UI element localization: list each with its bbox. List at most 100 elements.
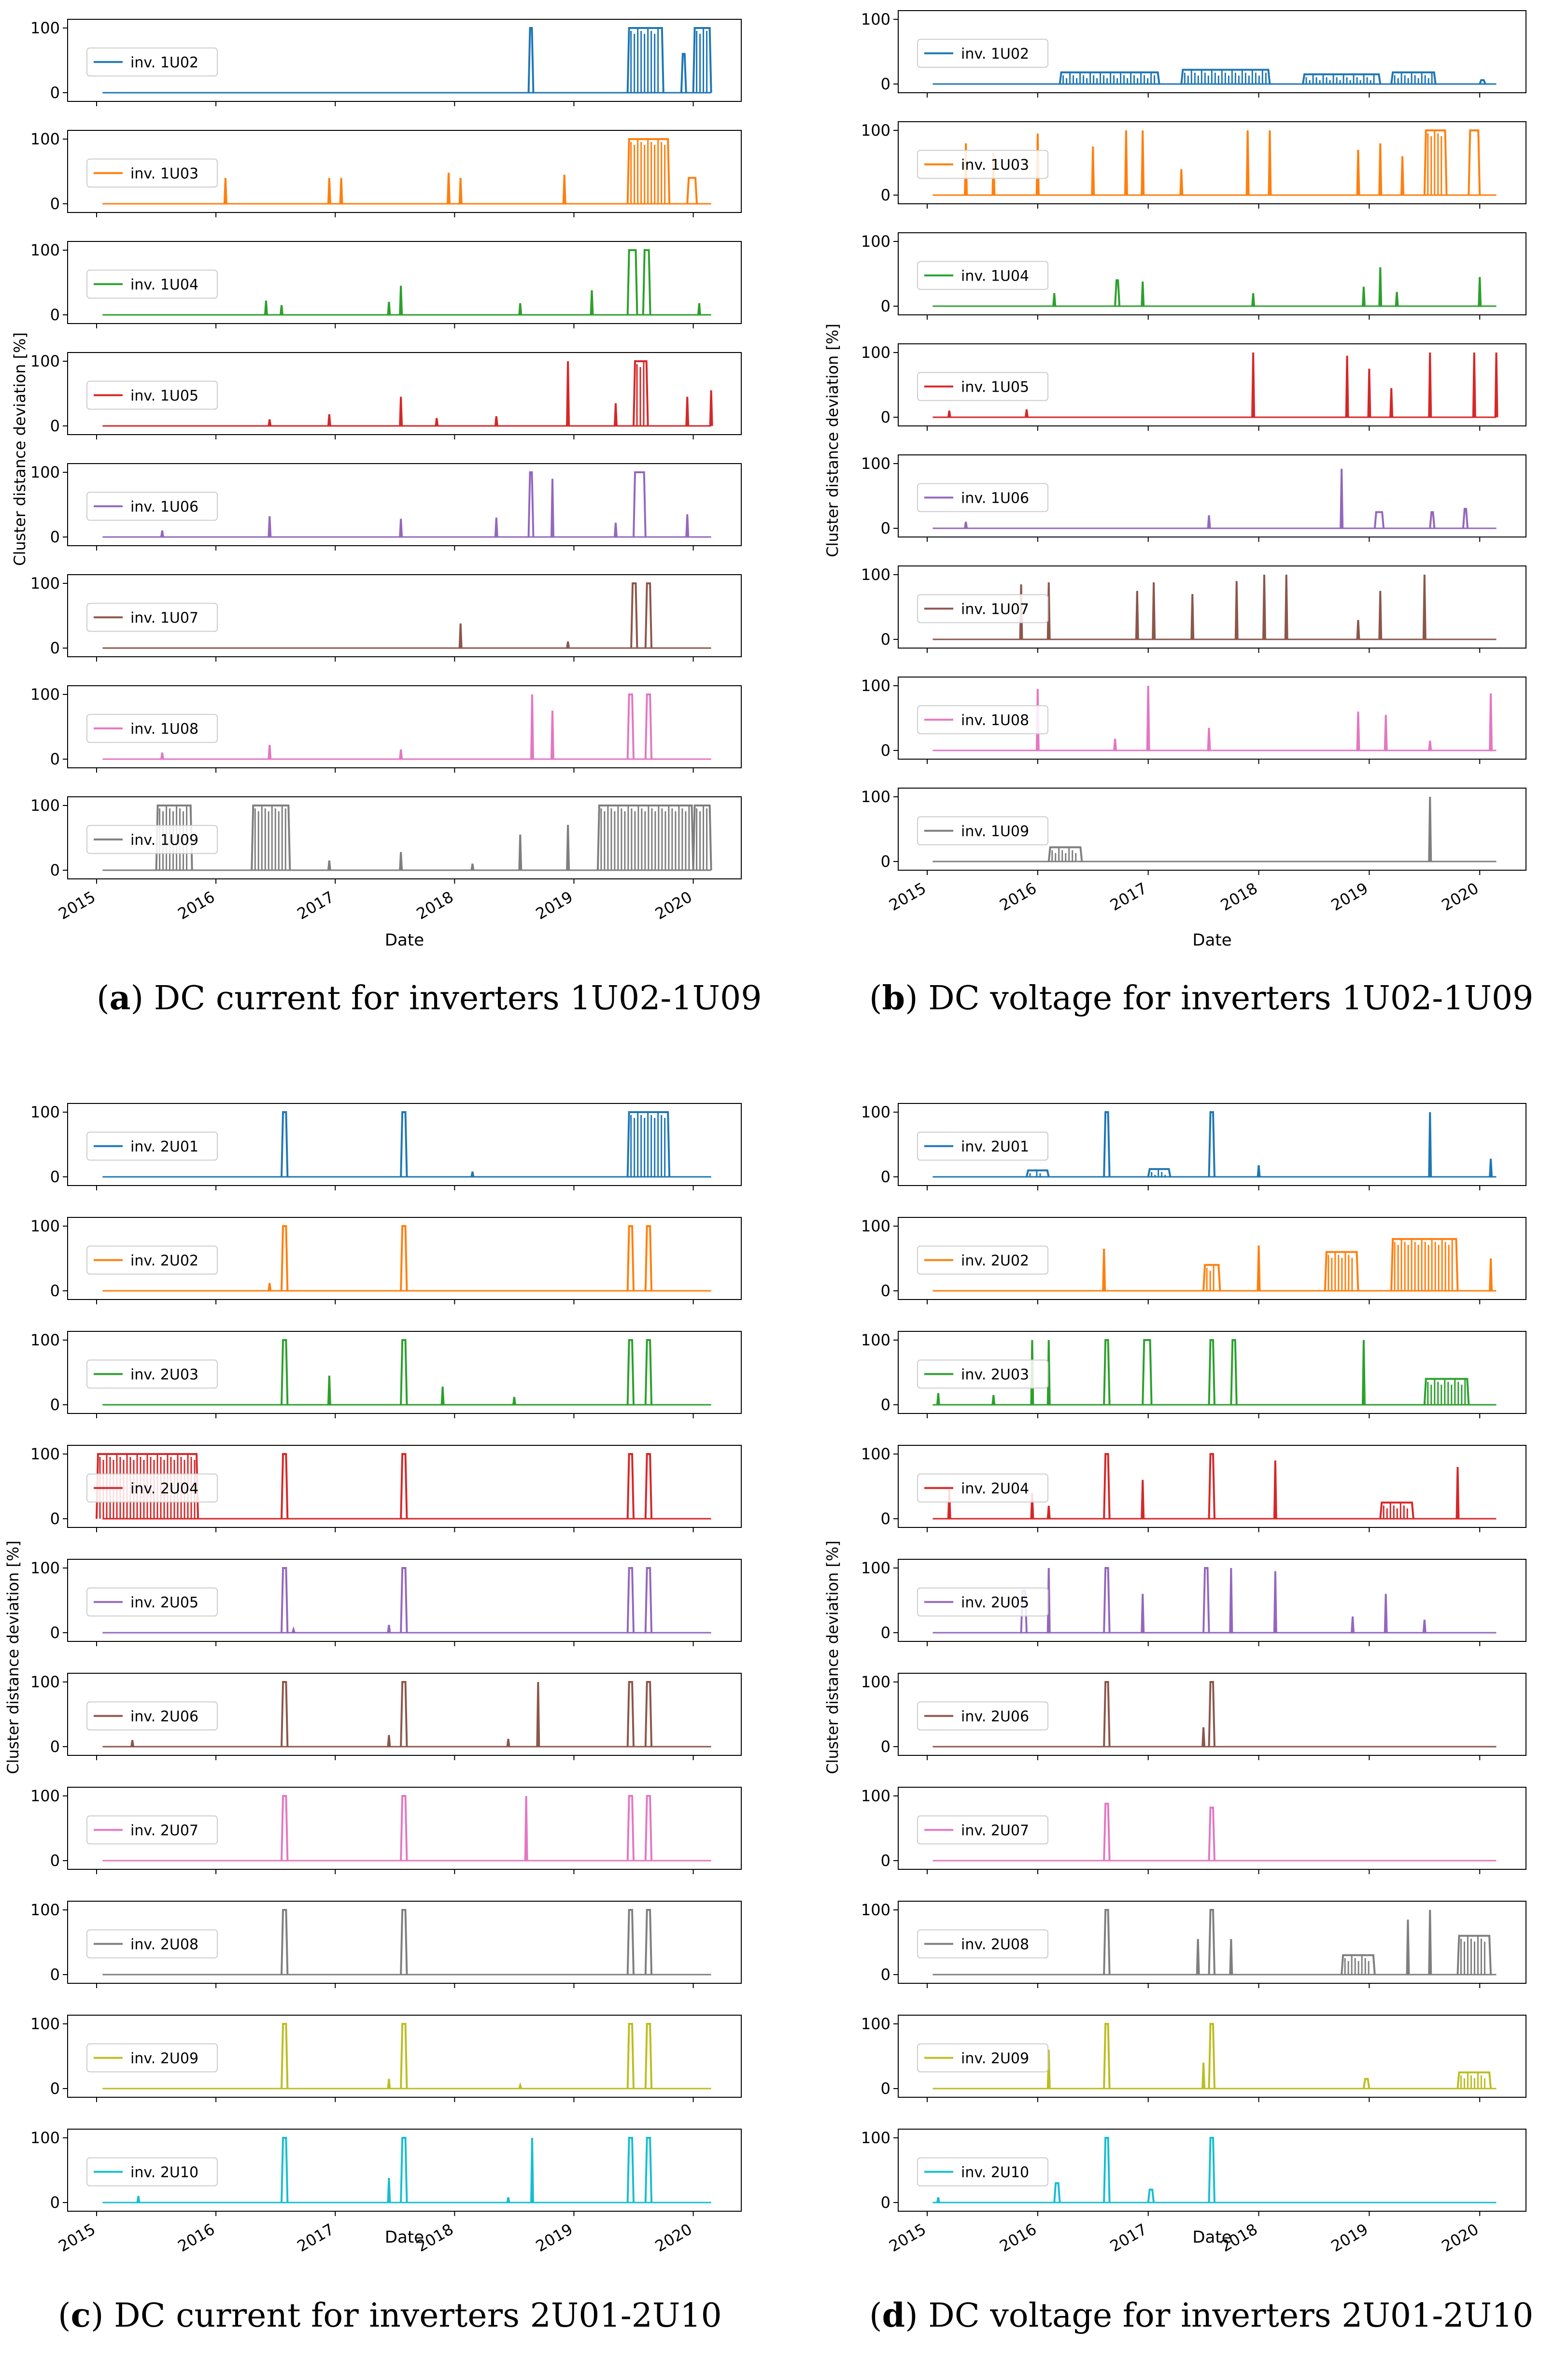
data-spike bbox=[327, 1375, 331, 1405]
data-spike bbox=[1141, 1480, 1145, 1519]
legend-label: inv. 1U05 bbox=[130, 387, 198, 404]
data-spike bbox=[1207, 728, 1211, 751]
y-tick-label: 0 bbox=[881, 741, 890, 760]
data-spike bbox=[566, 825, 570, 871]
x-tick-label: 2020 bbox=[1439, 879, 1482, 915]
caption-letter: a bbox=[110, 979, 131, 1017]
y-tick-label: 0 bbox=[881, 1282, 890, 1300]
x-tick-label: 2015 bbox=[55, 888, 99, 923]
data-spike bbox=[1234, 581, 1239, 640]
data-spike bbox=[399, 749, 403, 760]
legend-label: inv. 1U07 bbox=[961, 601, 1029, 618]
data-block bbox=[1208, 1909, 1215, 1975]
subplot-inv2u09: 0 100 inv. 2U09 bbox=[30, 2015, 742, 2102]
x-axis-label: Date bbox=[1192, 2228, 1231, 2247]
legend-box bbox=[86, 1245, 218, 1275]
legend-label: inv. 2U08 bbox=[130, 1936, 198, 1953]
data-block bbox=[692, 805, 712, 871]
x-tick-label: 2017 bbox=[1107, 879, 1150, 915]
data-block bbox=[1103, 1111, 1111, 1177]
data-block bbox=[1208, 1681, 1215, 1747]
legend-box bbox=[917, 594, 1048, 623]
data-block bbox=[1202, 1264, 1221, 1291]
data-spike bbox=[1378, 143, 1383, 196]
data-spike bbox=[1091, 146, 1095, 196]
axes-frame bbox=[898, 1787, 1526, 1870]
data-block bbox=[281, 1111, 289, 1177]
data-block bbox=[1208, 2137, 1215, 2203]
y-tick-label: 100 bbox=[30, 1331, 60, 1349]
subplot-inv1u08: 0 100 inv. 1U08 bbox=[30, 685, 742, 773]
data-block bbox=[1390, 1238, 1459, 1291]
y-tick-label: 100 bbox=[30, 1103, 60, 1121]
subplot-inv2u06: 0 100 inv. 2U06 bbox=[861, 1673, 1526, 1760]
data-spike bbox=[1422, 574, 1427, 640]
subplot-inv2u02: 0 100 inv. 2U02 bbox=[30, 1217, 742, 1304]
y-tick-label: 100 bbox=[30, 1901, 60, 1919]
data-spike bbox=[1113, 738, 1117, 751]
data-spike bbox=[1229, 1939, 1233, 1975]
data-block bbox=[644, 1681, 653, 1747]
y-tick-label: 0 bbox=[50, 528, 60, 546]
y-tick-label: 100 bbox=[861, 121, 890, 140]
data-block bbox=[400, 1567, 408, 1633]
y-tick-label: 0 bbox=[881, 1624, 890, 1642]
legend-label: inv. 1U06 bbox=[961, 490, 1029, 507]
data-spike bbox=[1190, 594, 1195, 640]
axes-frame bbox=[898, 232, 1526, 315]
y-tick-label: 100 bbox=[861, 2129, 890, 2147]
legend-box bbox=[917, 1473, 1048, 1503]
data-spike bbox=[991, 1395, 996, 1405]
legend-box bbox=[917, 816, 1048, 846]
y-tick-label: 0 bbox=[881, 186, 890, 204]
data-block bbox=[626, 1795, 635, 1861]
subplot-inv1u02: 0 100 inv. 1U02 bbox=[30, 19, 742, 106]
data-spike bbox=[947, 410, 951, 418]
legend-label: inv. 2U05 bbox=[130, 1594, 198, 1611]
legend-label: inv. 2U04 bbox=[961, 1480, 1029, 1497]
data-spike bbox=[1273, 1571, 1277, 1633]
data-block bbox=[400, 1225, 408, 1291]
data-spike bbox=[136, 2196, 141, 2203]
subplot-inv1u09: 0 100 2015 2016 2017 2018 2019 2020 inv. 1U09 bbox=[30, 796, 742, 923]
data-spike bbox=[1428, 796, 1432, 862]
data-spike bbox=[1489, 1158, 1493, 1177]
legend-box bbox=[86, 714, 218, 743]
data-block bbox=[626, 1681, 635, 1747]
data-spike bbox=[530, 694, 534, 760]
subplot-inv1u05: 0 100 inv. 1U05 bbox=[861, 343, 1526, 431]
caption-paren-open: ( bbox=[97, 979, 110, 1017]
y-tick-label: 100 bbox=[30, 796, 60, 815]
y-tick-label: 100 bbox=[30, 352, 60, 370]
data-block bbox=[400, 2137, 408, 2203]
x-tick-label: 2019 bbox=[1328, 879, 1371, 915]
data-spike bbox=[1284, 574, 1288, 640]
data-block bbox=[1423, 129, 1448, 196]
data-block bbox=[1208, 1339, 1215, 1405]
subplot-inv1u06: 0 100 inv. 1U06 bbox=[30, 463, 742, 551]
data-block bbox=[626, 693, 635, 760]
legend-label: inv. 2U10 bbox=[130, 2164, 198, 2181]
x-tick-label: 2020 bbox=[652, 2220, 695, 2256]
y-tick-label: 100 bbox=[30, 19, 60, 37]
data-block bbox=[633, 360, 649, 426]
data-spike bbox=[1489, 693, 1493, 751]
caption-text: DC voltage for inverters 1U02-1U09 bbox=[918, 979, 1534, 1017]
subplot-inv1u06: 0 100 inv. 1U06 bbox=[861, 454, 1526, 542]
data-block bbox=[642, 249, 651, 315]
data-block bbox=[1103, 1453, 1111, 1519]
data-block bbox=[281, 1909, 289, 1975]
y-tick-label: 0 bbox=[881, 519, 890, 537]
data-block bbox=[1302, 73, 1382, 85]
data-spike bbox=[1455, 1467, 1460, 1519]
data-block bbox=[644, 2137, 653, 2203]
data-block bbox=[1456, 1935, 1492, 1975]
data-spike bbox=[1478, 277, 1482, 307]
legend-box bbox=[86, 1473, 218, 1503]
subplot-inv1u02: 0 100 inv. 1U02 bbox=[861, 10, 1526, 98]
caption-text: DC current for inverters 2U01-2U10 bbox=[103, 2297, 721, 2335]
y-tick-label: 100 bbox=[861, 343, 890, 362]
caption-paren-close: ) bbox=[131, 979, 144, 1017]
legend-label: inv. 2U06 bbox=[130, 1708, 198, 1725]
data-spike bbox=[936, 2197, 940, 2203]
